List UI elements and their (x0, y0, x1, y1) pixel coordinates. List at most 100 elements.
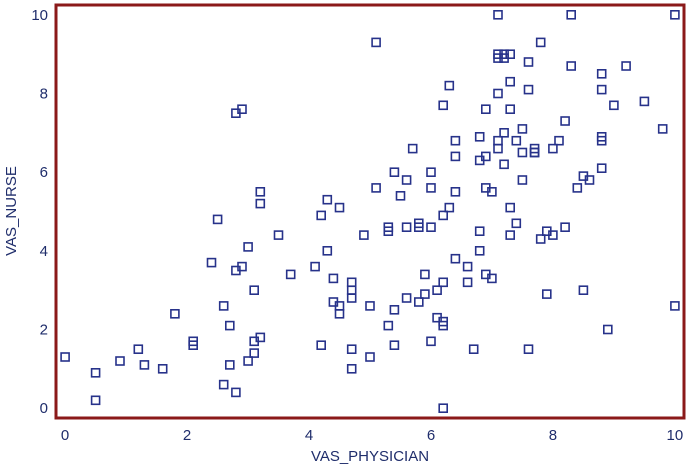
data-point (389, 167, 400, 177)
data-point (359, 230, 369, 240)
data-point (188, 340, 198, 351)
y-tick-label: 0 (40, 400, 48, 417)
data-point (548, 143, 558, 154)
data-point (517, 175, 528, 185)
data-point (249, 285, 259, 296)
data-point (255, 332, 266, 343)
x-tick-label: 4 (305, 427, 313, 444)
x-axis-tick-labels: 0 2 4 6 8 10 (61, 427, 683, 444)
data-point (212, 214, 223, 225)
data-point (560, 222, 570, 232)
data-point (438, 403, 449, 414)
data-point (365, 301, 375, 311)
data-point (523, 344, 534, 355)
data-point (334, 202, 345, 213)
data-point (170, 308, 180, 319)
data-point (316, 210, 327, 221)
data-point (401, 222, 412, 232)
data-point (535, 234, 546, 244)
data-point (450, 151, 461, 162)
data-point (432, 285, 442, 296)
data-point (225, 320, 235, 331)
data-point (670, 10, 680, 20)
data-point (346, 293, 357, 303)
data-point (444, 202, 455, 213)
data-point (389, 304, 400, 315)
data-point (206, 257, 217, 268)
data-point (474, 246, 485, 256)
data-point (60, 352, 70, 362)
data-point (499, 159, 509, 170)
x-axis-title: VAS_PHYSICIAN (311, 448, 429, 465)
data-point (487, 273, 497, 284)
data-point (511, 135, 522, 146)
data-point (670, 301, 680, 311)
data-point (90, 367, 101, 378)
x-tick-label: 0 (61, 427, 69, 444)
data-point (90, 395, 101, 406)
plot-frame (54, 3, 686, 420)
data-point (474, 132, 485, 142)
data-point (438, 100, 449, 111)
data-point (450, 187, 461, 197)
data-point (365, 352, 375, 362)
data-point (395, 191, 406, 201)
data-point (541, 289, 552, 299)
data-point (273, 230, 284, 240)
x-tick-label: 8 (549, 427, 557, 444)
y-tick-label: 2 (40, 322, 48, 339)
data-point (480, 151, 491, 162)
data-point (316, 340, 327, 351)
x-tick-label: 10 (667, 427, 684, 444)
data-point (426, 222, 436, 232)
data-point (639, 96, 650, 107)
data-point (371, 183, 381, 193)
data-point (237, 261, 247, 272)
data-point (218, 379, 229, 390)
y-tick-label: 4 (40, 243, 48, 260)
y-tick-label: 10 (31, 7, 48, 24)
data-point (243, 356, 253, 366)
data-point (139, 360, 150, 370)
data-point (487, 187, 497, 197)
data-point (517, 124, 528, 134)
data-point (505, 76, 516, 87)
y-axis-tick-labels: 0 2 4 6 8 10 (31, 7, 48, 417)
data-point (157, 363, 168, 374)
y-axis-title: VAS_NURSE (3, 166, 20, 256)
data-point (596, 84, 607, 95)
data-point (438, 210, 449, 221)
data-point (420, 269, 430, 280)
data-point (566, 61, 577, 71)
data-point (346, 363, 357, 374)
data-point (596, 135, 607, 146)
data-point (566, 10, 577, 20)
data-point (499, 128, 509, 138)
data-point (322, 246, 333, 256)
data-point (505, 202, 516, 213)
data-point (438, 320, 449, 331)
data-point (231, 387, 241, 398)
x-tick-label: 6 (427, 427, 435, 444)
data-point (426, 336, 436, 347)
data-point (249, 348, 259, 358)
data-point (529, 147, 540, 158)
data-point (310, 261, 320, 272)
data-point (420, 289, 430, 299)
data-point (572, 183, 583, 193)
data-point (426, 167, 436, 177)
data-point (468, 344, 479, 355)
data-point (255, 198, 266, 209)
data-point (371, 37, 381, 48)
data-point (237, 104, 247, 114)
data-point (523, 57, 534, 67)
data-point (383, 320, 394, 331)
data-point (535, 37, 546, 48)
data-point (505, 230, 516, 240)
data-point (450, 135, 461, 146)
data-point (584, 175, 595, 185)
data-point (426, 183, 436, 193)
data-point (133, 344, 144, 355)
data-point (578, 285, 589, 296)
